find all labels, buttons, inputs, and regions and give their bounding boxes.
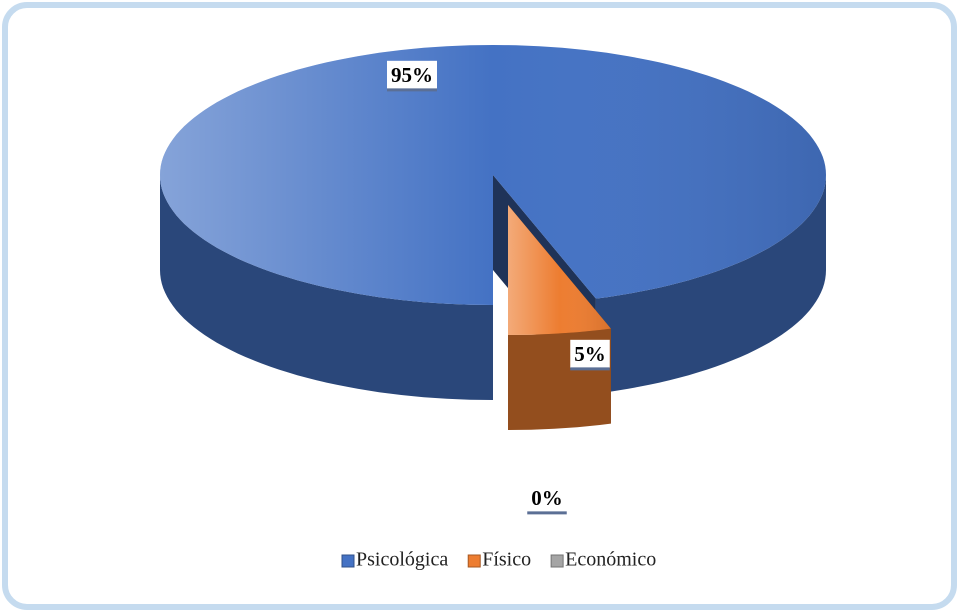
data-label-box	[387, 60, 437, 89]
data-labels: 95% 5% 0%	[387, 60, 610, 515]
legend-label: Económico	[565, 549, 656, 571]
slice-side	[595, 175, 826, 394]
data-label-box	[527, 483, 567, 512]
slice-sheen	[508, 205, 611, 335]
data-label: 0%	[531, 486, 563, 510]
legend-swatch	[341, 554, 355, 568]
legend-swatch	[467, 554, 481, 568]
data-label: 5%	[574, 342, 606, 366]
data-label-box	[570, 339, 610, 368]
legend: Psicológica Físico Económico	[341, 549, 656, 571]
legend-label: Psicológica	[356, 549, 448, 571]
slice	[160, 45, 826, 400]
legend-label: Físico	[482, 549, 531, 571]
pie	[160, 45, 826, 430]
slice-side	[160, 175, 493, 400]
slice-sheen	[160, 45, 826, 305]
data-label: 95%	[391, 63, 433, 87]
legend-swatch	[550, 554, 564, 568]
